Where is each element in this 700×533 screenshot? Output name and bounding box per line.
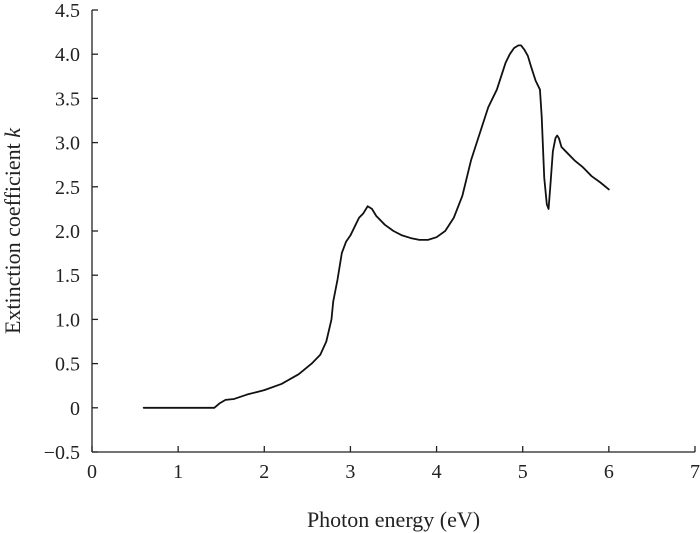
y-tick-label: 4.0 <box>55 44 80 66</box>
x-tick-label: 7 <box>690 461 700 483</box>
y-axis-title-main: Extinction coefficient <box>0 138 25 334</box>
y-tick-label: 1.0 <box>55 309 80 331</box>
y-tick-label: 3.5 <box>55 88 80 110</box>
y-tick-label: 2.5 <box>55 177 80 199</box>
x-tick-label: 6 <box>604 461 614 483</box>
y-tick-label: 1.5 <box>55 265 80 287</box>
x-tick-label: 0 <box>87 461 97 483</box>
y-tick-label: −0.5 <box>44 442 80 464</box>
y-tick-label: 0.5 <box>55 354 80 376</box>
y-axis-title: Extinction coefficient k <box>0 127 25 334</box>
x-tick-label: 1 <box>173 461 183 483</box>
extinction-coefficient-series-line <box>142 44 610 409</box>
x-axis-ticks: 0 1 2 3 4 5 6 7 <box>87 446 700 483</box>
x-tick-label: 2 <box>259 461 269 483</box>
x-tick-label: 5 <box>518 461 528 483</box>
x-tick-label: 3 <box>345 461 355 483</box>
y-axis-title-variable: k <box>0 127 25 138</box>
y-tick-label: 2.0 <box>55 221 80 243</box>
y-tick-label: 4.5 <box>55 0 80 22</box>
y-tick-label: 3.0 <box>55 133 80 155</box>
y-tick-label: 0 <box>70 398 80 420</box>
x-axis-title: Photon energy (eV) <box>307 507 480 532</box>
x-tick-label: 4 <box>432 461 442 483</box>
y-axis-ticks: −0.5 0 0.5 1.0 1.5 2.0 2.5 3.0 3.5 4.0 4.5 <box>44 0 98 464</box>
